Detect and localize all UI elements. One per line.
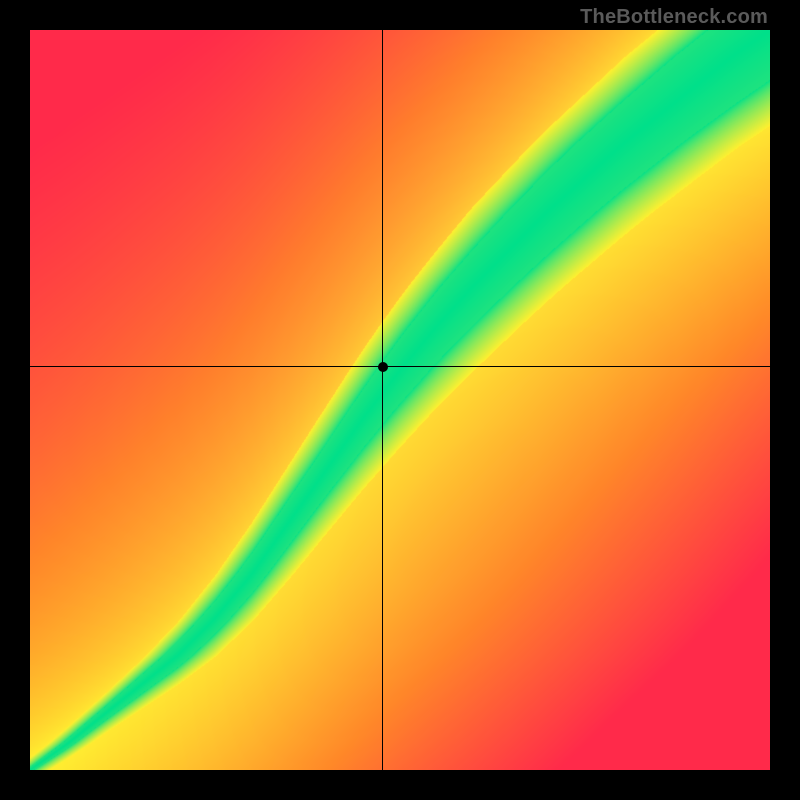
watermark: TheBottleneck.com: [580, 6, 768, 29]
crosshair-marker: [378, 362, 388, 372]
bottleneck-heatmap: [30, 30, 770, 770]
crosshair-horizontal: [30, 366, 770, 367]
crosshair-vertical: [382, 30, 383, 770]
